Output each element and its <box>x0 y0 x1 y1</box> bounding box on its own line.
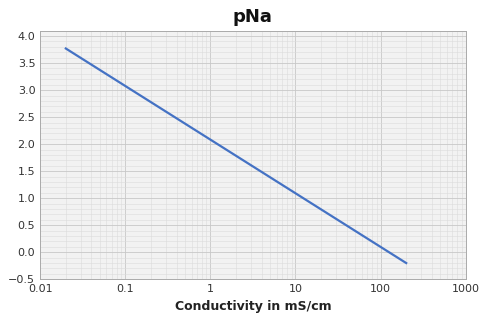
Title: pNa: pNa <box>233 8 273 26</box>
X-axis label: Conductivity in mS/cm: Conductivity in mS/cm <box>175 300 331 313</box>
